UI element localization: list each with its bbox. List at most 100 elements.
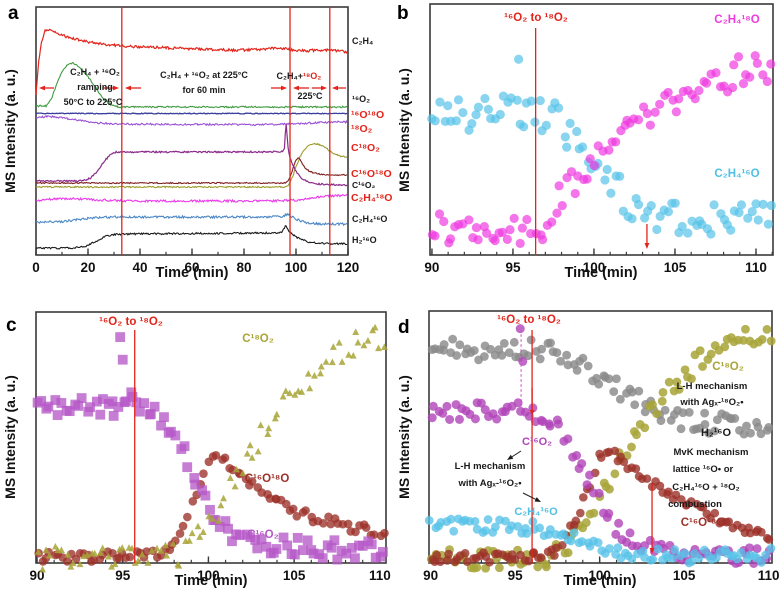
panel-b-xlabel: Time (min) — [564, 265, 637, 281]
panel-a-label-16O18O: ¹⁶O¹⁸O — [351, 109, 384, 121]
panel-d-annotation: lattice ¹⁶O• or — [673, 464, 734, 475]
panel-c-annotation: C¹⁸O₂ — [242, 333, 274, 345]
panel-c-tick-label: 105 — [283, 568, 306, 583]
panel-d-annotation: C₂H₄¹⁶O — [514, 506, 558, 518]
panel-a-annotation: 225°C — [297, 91, 323, 101]
panel-d-annotation: C¹⁶O₂ — [522, 436, 552, 448]
panel-d-tick-label: 95 — [508, 568, 524, 583]
panel-a-series-H2-16O — [35, 224, 348, 250]
panel-c-xlabel: Time (min) — [174, 573, 247, 589]
panel-d-annotation: C¹⁶O¹⁸O — [681, 517, 726, 529]
panel-d-series-C2H4-16O — [424, 514, 776, 568]
panel-d-event-arrow — [649, 483, 655, 554]
panel-c-annotation: C¹⁶O¹⁸O — [245, 473, 290, 485]
panel-c-tick-label: 95 — [115, 568, 131, 583]
panel-b-annotation: C₂H₄¹⁸O — [714, 14, 759, 26]
panel-a-annotation: 50°C to 225°C — [64, 97, 123, 107]
panel-b-tick-label: 90 — [424, 260, 439, 275]
panel-d-tick-label: 100 — [588, 568, 611, 583]
panel-a-annotation: C₂H₄ + ¹⁶O₂ — [70, 67, 120, 77]
panel-d-series-H2-16O — [427, 334, 774, 439]
panel-a-arrow — [293, 85, 309, 91]
panel-d-tick-label: 90 — [423, 568, 438, 583]
panel-c-letter: c — [6, 315, 17, 336]
panel-a-annotation: ¹⁸O₂ — [303, 71, 321, 81]
panel-b-ylabel: MS Intensity (a. u.) — [396, 68, 412, 192]
panel-a-series-C16O18O — [35, 157, 348, 185]
panel-b-series-C2H4-18O — [427, 51, 776, 249]
panel-d-annotation: C₂H₄¹⁶O + ¹⁸O₂ — [672, 482, 740, 493]
panel-a-label-C16O18O: C¹⁶O¹⁸O — [351, 168, 392, 180]
panel-d-series-C16O18O — [428, 446, 774, 567]
panel-a-annotation: C₂H₄+ — [276, 71, 303, 81]
panel-d-xlabel: Time (min) — [563, 573, 636, 589]
panel-a-series-C2H4-16O — [35, 212, 348, 227]
panel-a-letter: a — [8, 3, 19, 24]
panel-a-annotation: ramping — [77, 82, 113, 92]
panel-d-letter: d — [398, 317, 410, 338]
panel-c-tick-label: 110 — [369, 568, 391, 583]
panel-a-series-16O2 — [35, 61, 348, 109]
panel-a-arrow — [103, 85, 119, 91]
panel-d-ylabel: MS Intensity (a. u.) — [396, 375, 412, 499]
panel-a-series-C18O2 — [35, 142, 348, 189]
panel-a-tick-label: 120 — [337, 260, 360, 275]
panel-a-x-axis: 0 20 40 60 80 100 120 — [32, 248, 360, 275]
panel-b: 90 95 100 105 110 Time (min) MS Intensity (a. … — [396, 3, 776, 281]
panel-a-annotation: C₂H₄ + ¹⁶O₂ at 225°C — [160, 70, 248, 80]
panel-b-tick-label: 110 — [745, 260, 767, 275]
panel-d-annotation: H₂¹⁶O — [701, 427, 732, 439]
panel-c-ylabel: MS Intensity (a. u.) — [2, 375, 18, 499]
panel-a-arrow — [39, 85, 54, 91]
panel-a-arrow — [271, 85, 287, 91]
panel-a-xlabel: Time (min) — [155, 265, 228, 281]
panel-c-series-C16O2 — [32, 332, 388, 565]
panel-a-tick-label: 0 — [32, 260, 40, 275]
panel-a-tick-label: 40 — [132, 260, 147, 275]
panel-a-series-C2H4 — [35, 28, 348, 96]
panel-b-tick-label: 100 — [583, 260, 606, 275]
panel-b-letter: b — [397, 3, 409, 24]
panel-d-tick-label: 105 — [673, 568, 696, 583]
panel-a-series-16O18O — [35, 112, 348, 115]
panel-a-tick-label: 60 — [184, 260, 199, 275]
panel-a-tick-label: 100 — [285, 260, 308, 275]
panel-c-series-C18O2 — [34, 323, 388, 573]
panel-a-tick-label: 20 — [80, 260, 95, 275]
panel-a-series-18O2 — [35, 115, 348, 127]
panel-b-tick-label: 95 — [505, 260, 521, 275]
panel-a-label-C2H4: C₂H₄ — [352, 36, 373, 46]
panel-b-annotation: ¹⁶O₂ to ¹⁸O₂ — [504, 12, 568, 24]
panel-a-label-C2H4-18O: C₂H₄¹⁸O — [351, 192, 392, 204]
panel-a-annotation: for 60 min — [182, 85, 225, 95]
panel-d: 90 95 100 105 110 Time (min) MS Intensity (a. … — [396, 310, 780, 589]
panel-d-arrow — [522, 492, 541, 502]
panel-a-series-C16O2 — [35, 124, 348, 187]
panel-a-label-C2H4-16O: C₂H₄¹⁶O — [352, 214, 387, 224]
panel-b-event-arrow — [644, 224, 650, 249]
panel-a-ylabel: MS Intensity (a. u.) — [2, 69, 18, 193]
panel-d-event-arrow — [529, 388, 535, 416]
panel-a-arrow — [312, 85, 327, 91]
panel-d-arrow — [507, 450, 522, 460]
panel-d-annotation: C¹⁸O₂ — [712, 361, 744, 373]
panel-a-label-C18O2: C¹⁸O₂ — [351, 142, 380, 154]
panel-a-arrow — [125, 85, 141, 91]
panel-c-annotation: C¹⁶O₂ — [247, 529, 279, 541]
panel-b-x-axis: 90 95 100 105 110 — [424, 248, 773, 275]
panel-a-label-16O2: ¹⁶O₂ — [352, 94, 370, 104]
panel-a-tick-label: 80 — [236, 260, 251, 275]
panel-b-tick-label: 105 — [664, 260, 687, 275]
panel-a-label-18O2: ¹⁸O₂ — [351, 123, 373, 135]
panel-a-label-C16O2: C¹⁶O₂ — [352, 180, 375, 190]
panel-d-tick-label: 110 — [758, 568, 780, 583]
panel-d-annotation: MvK mechanism — [674, 447, 749, 458]
panel-d-annotation: ¹⁶O₂ to ¹⁸O₂ — [497, 314, 561, 326]
panel-a-series-C2H4-18O — [35, 193, 348, 204]
panel-d-annotation: combustion — [668, 499, 722, 510]
panel-a: 0 20 40 60 80 100 120 Time (min) MS Intensity (a… — [2, 3, 392, 281]
panel-c-tick-label: 100 — [197, 568, 220, 583]
